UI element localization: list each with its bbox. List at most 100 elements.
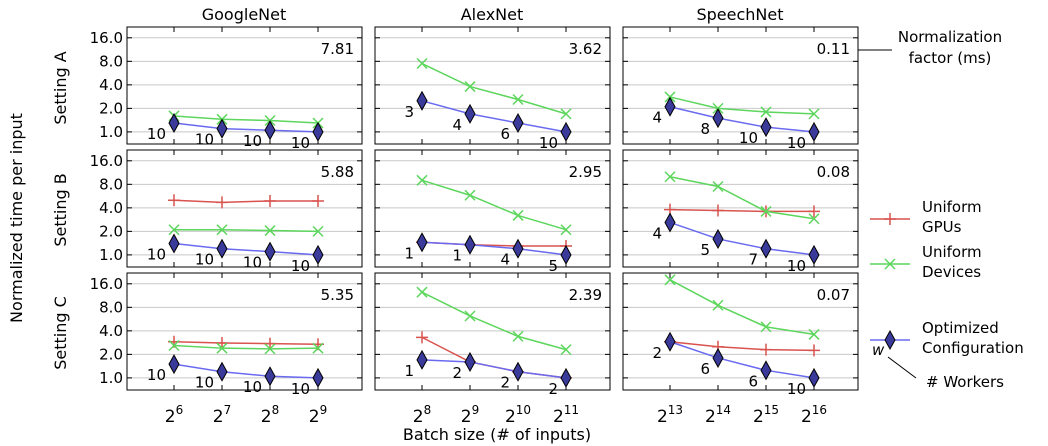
worker-count-label: 2 xyxy=(652,344,662,362)
worker-count-label: 10 xyxy=(243,254,262,272)
x-tick-label: 29 xyxy=(309,403,327,427)
worker-count-label: 2 xyxy=(452,364,462,382)
y-tick-label: 4.0 xyxy=(99,199,123,217)
x-tick-label: 211 xyxy=(553,403,579,427)
series-line-optimized-configuration xyxy=(421,100,567,133)
panel-frame xyxy=(622,149,859,268)
data-point-diamond xyxy=(264,366,276,387)
series-line-optimized-configuration xyxy=(669,341,815,379)
data-point-x xyxy=(808,108,820,120)
data-point-x xyxy=(464,310,476,322)
series-line-uniform-gpus xyxy=(669,341,815,352)
data-point-diamond xyxy=(216,238,228,259)
norm-factor-label-line1: Normalization xyxy=(898,28,1002,46)
worker-count-label: 10 xyxy=(291,380,310,398)
data-point-diamond xyxy=(264,241,276,262)
data-point-diamond xyxy=(512,112,524,134)
data-point-x xyxy=(808,328,820,340)
worker-count-label: 10 xyxy=(243,132,262,150)
series-line-uniform-devices xyxy=(669,279,815,336)
series-line-uniform-gpus xyxy=(173,199,318,204)
panel-frame xyxy=(622,272,859,391)
data-point-diamond xyxy=(464,103,476,124)
data-point-x xyxy=(168,224,180,236)
column-title-speechnet: SpeechNet xyxy=(696,5,783,24)
worker-count-label: 10 xyxy=(787,380,806,398)
data-point-x xyxy=(512,330,524,342)
series-line-uniform-devices xyxy=(173,115,319,124)
worker-count-label: 2 xyxy=(548,380,558,398)
y-tick-label: 2.0 xyxy=(99,222,123,240)
data-point-diamond xyxy=(464,351,476,372)
column-title-alexnet: AlexNet xyxy=(461,5,524,24)
x-tick-label: 215 xyxy=(753,403,779,427)
data-point-plus xyxy=(312,194,324,207)
data-point-plus xyxy=(808,205,820,218)
data-point-diamond xyxy=(760,117,772,138)
series-line-optimized-configuration xyxy=(421,359,567,379)
y-tick-label: 1.0 xyxy=(99,369,123,387)
data-point-diamond xyxy=(664,331,676,352)
x-tick-label: 26 xyxy=(165,403,183,427)
data-point-x xyxy=(512,93,524,106)
worker-count-label: 10 xyxy=(291,257,310,275)
worker-count-label: 6 xyxy=(500,125,510,143)
data-point-diamond xyxy=(312,244,324,265)
series-line-uniform-devices xyxy=(174,228,319,233)
worker-count-label: 10 xyxy=(291,134,310,152)
data-point-plus xyxy=(216,336,228,349)
data-point-diamond xyxy=(312,121,324,142)
data-point-diamond xyxy=(560,367,572,388)
worker-count-label: 10 xyxy=(147,125,166,143)
data-point-plus xyxy=(264,337,276,350)
figure-ylabel: Normalized time per input xyxy=(7,113,26,323)
y-tick-label: 16.0 xyxy=(90,152,123,170)
data-point-diamond xyxy=(808,244,820,265)
x-tick-label: 27 xyxy=(213,403,231,427)
data-point-plus xyxy=(264,194,276,207)
legend-marker-x-icon xyxy=(884,258,896,270)
workers-pointer xyxy=(887,356,917,379)
series-line-uniform-devices xyxy=(421,291,567,351)
panel-frame xyxy=(622,26,859,145)
series-line-uniform-devices xyxy=(421,62,567,115)
data-point-x xyxy=(416,286,428,298)
series-line-uniform-devices xyxy=(669,96,815,115)
y-tick-label: 16.0 xyxy=(90,29,123,47)
legend-label-optimized-2: Configuration xyxy=(922,339,1024,357)
legend-label-uniform-devices-1: Uniform xyxy=(922,243,982,261)
series-line-optimized-configuration xyxy=(669,105,815,133)
data-point-plus xyxy=(712,204,724,217)
data-point-diamond xyxy=(416,90,428,111)
data-point-x xyxy=(664,274,676,286)
data-point-x xyxy=(712,299,724,311)
data-point-diamond xyxy=(312,367,324,388)
normalization-factor: 2.39 xyxy=(569,286,602,304)
x-tick-label: 213 xyxy=(657,403,683,427)
panel-frame xyxy=(126,272,363,391)
column-title-googlenet: GoogleNet xyxy=(202,5,287,24)
series-line-optimized-configuration xyxy=(173,363,319,379)
panel-frame xyxy=(126,149,363,268)
data-point-diamond xyxy=(464,234,476,255)
data-point-diamond xyxy=(168,112,180,134)
worker-count-label: 2 xyxy=(500,374,510,392)
y-tick-label: 2.0 xyxy=(99,345,123,363)
series-line-uniform-devices xyxy=(669,176,815,220)
worker-count-label: 10 xyxy=(787,257,806,275)
panel-googlenet-setting-b: 1.0 2.0 4.0 8.0 16.0 5.88 10 10 10 10 xyxy=(90,149,363,275)
data-point-diamond xyxy=(808,367,820,388)
data-point-x xyxy=(264,225,276,237)
y-tick-label: 4.0 xyxy=(99,322,123,340)
worker-count-label: 6 xyxy=(748,372,758,390)
legend-label-uniform-gpus-1: Uniform xyxy=(922,198,982,216)
worker-count-label: 6 xyxy=(700,360,710,378)
data-point-diamond xyxy=(808,121,820,142)
series-line-optimized-configuration xyxy=(173,122,319,133)
x-tick-label: 216 xyxy=(801,403,827,427)
panel-speechnet-setting-b: 0.08 4 5 7 10 xyxy=(622,149,859,275)
data-point-diamond xyxy=(664,212,676,233)
data-point-x xyxy=(216,342,228,354)
panel-googlenet-setting-a: 1.0 2.0 4.0 8.0 16.0 7.81 10 10 10 10 xyxy=(90,26,363,152)
